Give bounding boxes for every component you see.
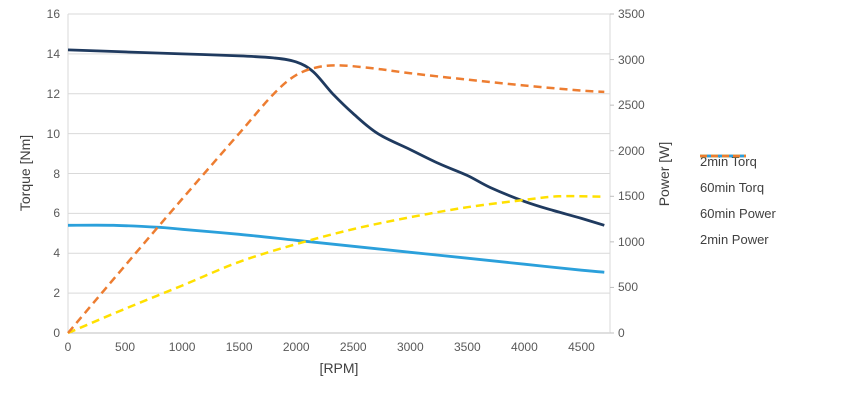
x-tick-label: 0	[64, 340, 72, 354]
y-left-tick-label: 10	[46, 126, 60, 141]
x-tick-label: 500	[115, 340, 136, 354]
x-tick-label: 3500	[454, 340, 481, 354]
x-tick-label: 4500	[568, 340, 595, 354]
y-left-tick-label: 12	[46, 86, 60, 101]
y-left-tick-label: 2	[53, 286, 60, 301]
x-tick-label: 3000	[396, 340, 424, 354]
legend-item-2min-power: 2min Power	[700, 154, 776, 247]
y-right-tick-label: 2000	[618, 143, 645, 158]
series-line-60min-torq	[67, 223, 605, 274]
x-tick-label: 1500	[225, 340, 253, 354]
y-left-tick-label: 4	[53, 246, 60, 261]
y-left-axis-title: Torque [Nm]	[17, 134, 33, 212]
y-right-tick-label: 3500	[618, 7, 645, 21]
y-left-tick-label: 14	[46, 46, 60, 61]
x-tick-label: 4000	[511, 340, 538, 354]
legend: 2min Torq 60min Torq 60min Power 2min Power	[700, 153, 776, 247]
legend-label: 2min Power	[700, 231, 769, 247]
series-line-2min-power	[67, 64, 605, 334]
y-left-tick-label: 6	[53, 206, 60, 221]
y-right-tick-label: 1000	[618, 234, 645, 249]
y-left-tick-label: 16	[46, 7, 60, 21]
y-right-axis-title: Power [W]	[656, 141, 672, 207]
series-line-2min-torq	[67, 48, 605, 227]
legend-item-60min-power: 60min Power	[700, 154, 776, 221]
y-right-tick-label: 2500	[618, 98, 645, 113]
x-tick-label: 1000	[168, 340, 196, 354]
y-right-tick-label: 500	[618, 280, 639, 295]
x-tick-label: 2500	[339, 340, 367, 354]
x-tick-label: 2000	[282, 340, 310, 354]
legend-label: 60min Power	[700, 205, 776, 221]
x-axis-title: [RPM]	[319, 360, 359, 376]
y-left-tick-label: 0	[53, 326, 60, 340]
y-right-tick-label: 3000	[618, 52, 645, 67]
legend-item-60min-torq: 60min Torq	[700, 154, 776, 195]
y-right-tick-label: 1500	[618, 189, 645, 204]
legend-line-swatch	[700, 154, 746, 158]
series-line-60min-power	[67, 194, 605, 335]
y-right-tick-label: 0	[618, 326, 625, 340]
legend-label: 60min Torq	[700, 179, 765, 195]
y-left-tick-label: 8	[53, 166, 60, 181]
